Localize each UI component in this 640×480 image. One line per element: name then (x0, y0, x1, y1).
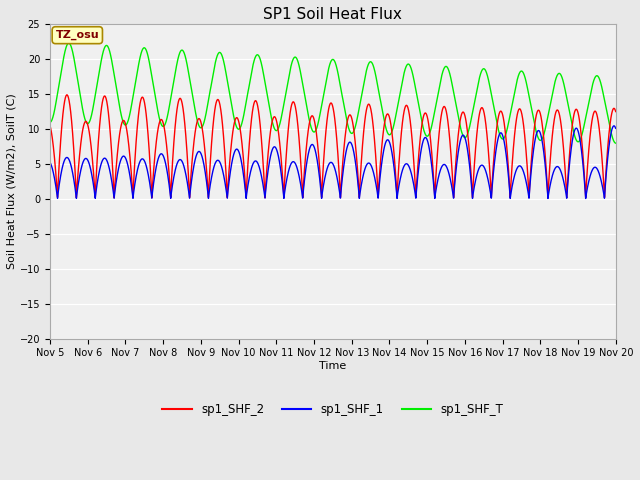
sp1_SHF_T (148, 73, 156, 79)
Line: sp1_SHF_1: sp1_SHF_1 (50, 126, 616, 198)
sp1_SHF_1 (460, 132, 467, 138)
Y-axis label: Soil Heat Flux (W/m2), SoilT (C): Soil Heat Flux (W/m2), SoilT (C) (7, 94, 17, 269)
sp1_SHF_2 (312, 127, 320, 133)
sp1_SHF_2 (46, 122, 54, 128)
sp1_SHF_1 (428, 168, 436, 174)
sp1_SHF_2 (611, 107, 619, 113)
sp1_SHF_1 (492, 149, 500, 155)
Title: SP1 Soil Heat Flux: SP1 Soil Heat Flux (264, 7, 403, 22)
sp1_SHF_1 (612, 125, 620, 131)
sp1_SHF_1 (46, 159, 54, 165)
sp1_SHF_T (429, 120, 436, 126)
Line: sp1_SHF_T: sp1_SHF_T (50, 43, 616, 143)
sp1_SHF_T (312, 127, 320, 133)
sp1_SHF_1 (312, 150, 319, 156)
sp1_SHF_T (460, 134, 468, 140)
Text: TZ_osu: TZ_osu (56, 30, 99, 40)
sp1_SHF_T (46, 120, 54, 125)
sp1_SHF_1 (611, 124, 619, 130)
sp1_SHF_T (611, 140, 619, 146)
sp1_SHF_T (612, 140, 620, 146)
sp1_SHF_2 (148, 195, 156, 201)
sp1_SHF_T (492, 115, 500, 120)
sp1_SHF_2 (429, 160, 436, 166)
sp1_SHF_2 (460, 110, 468, 116)
Legend: sp1_SHF_2, sp1_SHF_1, sp1_SHF_T: sp1_SHF_2, sp1_SHF_1, sp1_SHF_T (157, 398, 508, 420)
sp1_SHF_T (65, 40, 73, 46)
sp1_SHF_1 (582, 195, 589, 201)
X-axis label: Time: Time (319, 361, 346, 371)
sp1_SHF_1 (148, 194, 156, 200)
sp1_SHF_2 (63, 92, 71, 98)
sp1_SHF_2 (72, 195, 80, 201)
Line: sp1_SHF_2: sp1_SHF_2 (50, 95, 616, 198)
sp1_SHF_1 (610, 123, 618, 129)
sp1_SHF_2 (612, 108, 620, 114)
sp1_SHF_2 (492, 132, 500, 137)
